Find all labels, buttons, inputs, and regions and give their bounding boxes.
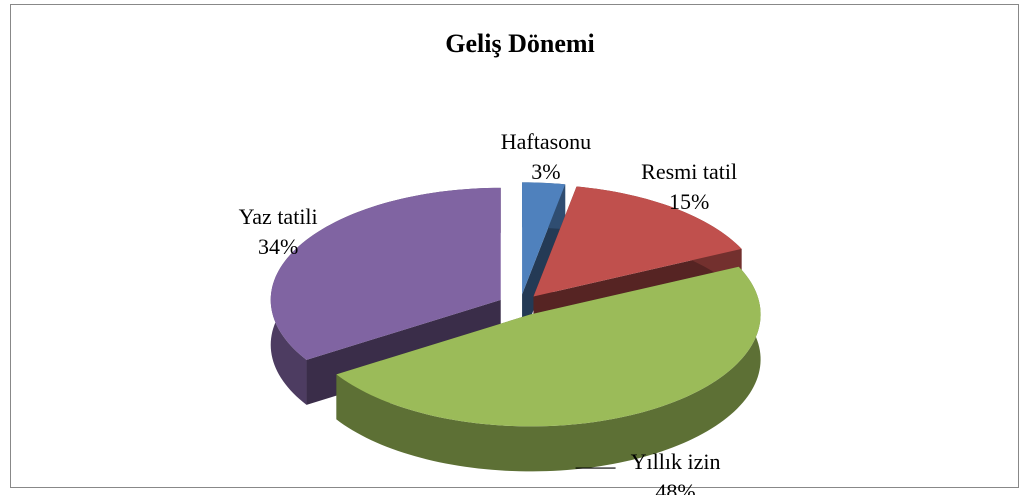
data-label-value: 48% [655, 479, 695, 495]
data-label-name: Yıllık izin [631, 449, 721, 474]
chart-title: Geliş Dönemi [445, 29, 595, 58]
slice [522, 182, 566, 295]
data-label-value: 3% [531, 159, 560, 184]
slice-tops [270, 182, 761, 427]
data-label-name: Haftasonu [501, 129, 591, 154]
data-label-name: Yaz tatili [239, 204, 318, 229]
data-label-name: Resmi tatil [641, 159, 737, 184]
slice [533, 186, 742, 297]
slice [270, 187, 501, 360]
slice [336, 266, 761, 427]
data-label-value: 15% [669, 189, 709, 214]
data-label-value: 34% [258, 234, 298, 259]
slice-side [336, 266, 761, 472]
